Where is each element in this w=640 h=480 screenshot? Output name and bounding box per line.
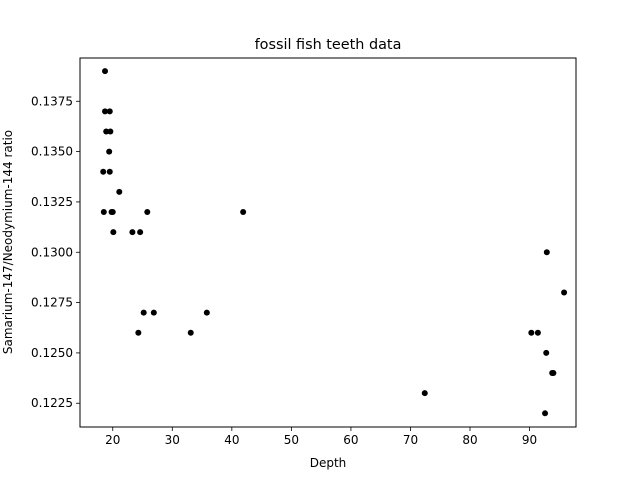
data-point [543,249,550,256]
x-tick-label: 90 [522,433,537,447]
data-point [110,229,117,236]
x-tick-label: 60 [343,433,358,447]
y-tick-label: 0.1375 [31,94,73,108]
data-point [116,188,123,195]
data-point [135,329,142,336]
x-tick-label: 20 [105,433,120,447]
data-point [240,209,247,215]
data-point [421,390,428,397]
data-point [542,410,549,417]
data-point [106,108,113,115]
data-point [107,128,114,135]
data-point [106,168,113,175]
data-point [528,329,535,336]
y-tick-label: 0.1325 [31,195,73,209]
data-point [561,289,568,296]
y-axis: 0.1225 0.1250 0.1275 0.1300 0.1325 0.1350 0.13… [31,94,80,410]
data-point [102,68,109,75]
plot-frame [79,57,577,428]
x-axis: 20 30 40 50 60 70 80 90 [105,427,537,447]
data-point [106,148,113,155]
x-axis-title: Depth [310,456,347,470]
data-point [100,209,107,215]
y-axis-title: Samarium-147/Neodymium-144 ratio [1,130,15,354]
data-point [203,309,210,316]
data-point [102,108,109,115]
data-point [550,370,557,377]
data-point [543,349,550,356]
data-point [140,309,147,316]
x-tick-label: 30 [165,433,180,447]
data-point [150,309,157,316]
chart-title: fossil fish teeth data [255,37,402,53]
y-tick-label: 0.1275 [31,296,73,310]
data-point [109,209,116,215]
data-point [144,209,151,215]
data-point [534,329,541,336]
data-point [100,168,107,175]
x-tick-label: 80 [462,433,477,447]
y-tick-label: 0.1225 [31,396,73,410]
plot-area [80,58,576,427]
plot-background [80,58,576,427]
x-tick-label: 40 [224,433,239,447]
y-tick-label: 0.1300 [31,245,73,259]
data-point [187,329,194,336]
y-tick-label: 0.1350 [31,145,73,159]
x-tick-label: 70 [403,433,418,447]
x-tick-label: 50 [284,433,299,447]
data-points [100,68,568,417]
data-point [137,229,144,236]
y-tick-label: 0.1250 [31,346,73,360]
data-point [129,229,136,236]
data-point [103,128,110,135]
